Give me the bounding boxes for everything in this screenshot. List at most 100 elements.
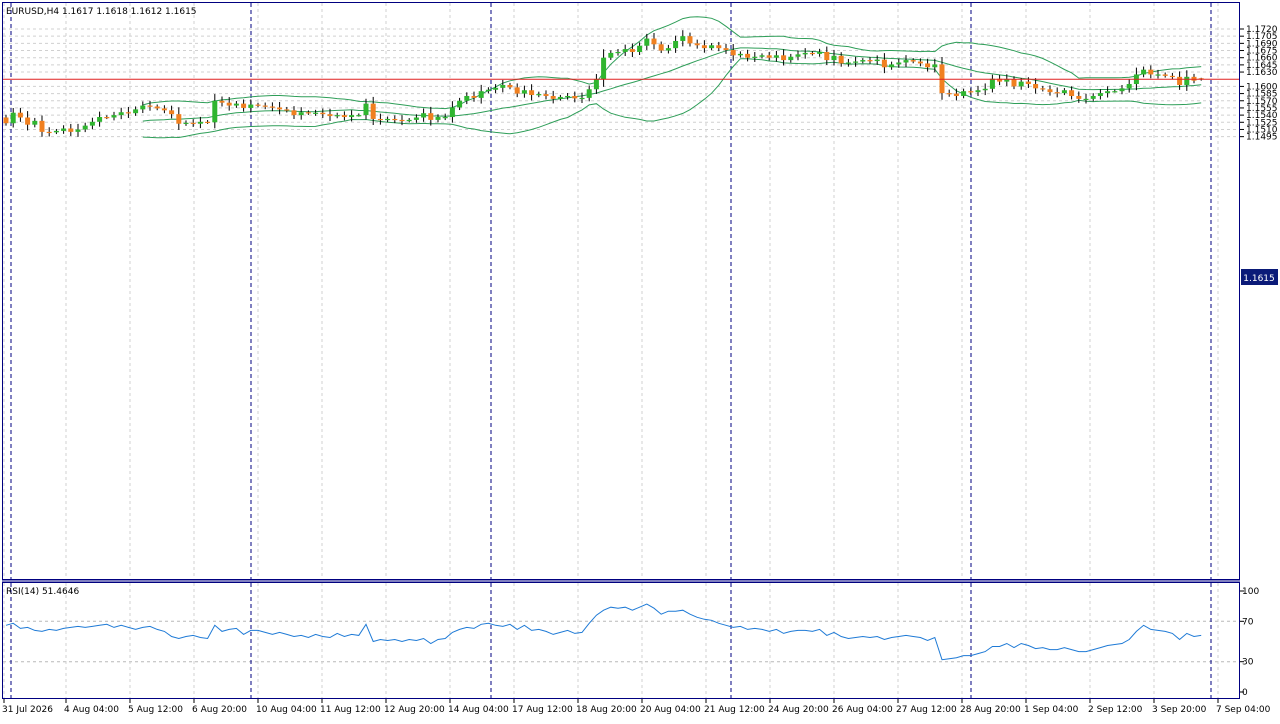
time-tick-label: 24 Aug 20:00	[768, 705, 829, 715]
bear-candle	[125, 112, 131, 114]
bear-candle	[1162, 74, 1168, 76]
price-tick-label: 1.1510	[1246, 125, 1278, 135]
bull-candle	[579, 97, 585, 100]
bear-candle	[471, 95, 477, 98]
bear-candle	[507, 84, 513, 88]
bear-candle	[716, 45, 722, 49]
bull-candle	[896, 62, 902, 65]
time-tick-label: 17 Aug 12:00	[512, 705, 573, 715]
rsi-tick-label: 100	[1242, 587, 1259, 597]
bull-candle	[61, 128, 67, 131]
time-tick-label: 4 Aug 04:00	[64, 705, 119, 715]
bull-candle	[752, 56, 758, 58]
bull-candle	[521, 90, 527, 94]
price-tick-label: 1.1690	[1246, 39, 1278, 49]
bull-candle	[140, 105, 146, 110]
bull-candle	[82, 125, 88, 130]
price-tick-label: 1.1525	[1246, 118, 1278, 128]
bear-candle	[651, 38, 657, 45]
bear-candle	[269, 106, 275, 108]
bull-candle	[853, 61, 859, 63]
bear-candle	[809, 52, 815, 55]
bull-candle	[75, 129, 81, 132]
time-tick-label: 20 Aug 04:00	[640, 705, 701, 715]
bear-candle	[781, 55, 787, 61]
bear-candle	[320, 112, 326, 115]
time-tick-label: 1 Sep 04:00	[1024, 705, 1079, 715]
bear-candle	[3, 117, 9, 124]
price-tick-label: 1.1630	[1246, 68, 1278, 78]
bull-candle	[615, 51, 621, 54]
bear-candle	[838, 55, 844, 64]
bear-candle	[1047, 89, 1053, 93]
bear-candle	[399, 119, 405, 122]
bull-candle	[565, 95, 571, 98]
bull-candle	[464, 95, 470, 101]
bear-candle	[946, 93, 952, 95]
time-tick-label: 10 Aug 04:00	[256, 705, 317, 715]
bull-candle	[385, 118, 391, 121]
bull-candle	[457, 100, 463, 108]
bull-candle	[1083, 98, 1089, 101]
bull-candle	[961, 91, 967, 96]
time-tick-label: 6 Aug 20:00	[192, 705, 247, 715]
bull-candle	[435, 117, 441, 120]
price-axis: 1.17201.17051.16901.16751.16601.16451.16…	[1240, 25, 1278, 143]
bull-candle	[874, 59, 880, 62]
bull-candle	[1090, 95, 1096, 99]
bull-candle	[449, 107, 455, 118]
price-tick-label: 1.1720	[1246, 25, 1278, 35]
day-separators	[10, 3, 1212, 698]
rsi-panel-frame	[2, 582, 1240, 699]
rsi-tick-label: 70	[1242, 617, 1254, 627]
bollinger-upper-band	[142, 16, 1202, 110]
bear-candle	[392, 118, 398, 121]
bull-candle	[709, 45, 715, 49]
bear-candle	[1069, 90, 1075, 96]
bear-candle	[687, 36, 693, 44]
time-axis: 31 Jul 2026 4 Aug 04:00 5 Aug 12:00 6 Aug 2…	[2, 699, 1271, 715]
bull-candle	[118, 112, 124, 116]
bear-candle	[169, 110, 175, 115]
bear-candle	[377, 118, 383, 121]
time-tick-label: 27 Aug 12:00	[896, 705, 957, 715]
bull-candle	[737, 53, 743, 56]
bear-candle	[766, 55, 772, 58]
bear-candle	[543, 94, 549, 96]
bull-candle	[298, 112, 304, 116]
current-price-label: 1.1615	[1243, 274, 1275, 284]
bear-candle	[1076, 95, 1082, 99]
bear-candle	[147, 105, 153, 107]
bull-candle	[759, 55, 765, 57]
bear-candle	[917, 61, 923, 64]
bull-candle	[593, 79, 599, 90]
bear-candle	[997, 78, 1003, 82]
bear-candle	[255, 104, 261, 106]
bear-candle	[327, 114, 333, 117]
time-tick-label: 14 Aug 04:00	[448, 705, 509, 715]
bear-candle	[284, 109, 290, 111]
bear-candle	[205, 121, 211, 124]
bull-candle	[334, 115, 340, 117]
bear-candle	[305, 112, 311, 114]
bear-candle	[1148, 69, 1154, 75]
bull-candle	[356, 115, 362, 117]
bear-candle	[68, 128, 74, 132]
bear-candle	[39, 120, 45, 132]
bear-candle	[701, 45, 707, 49]
time-tick-label: 7 Sep 04:00	[1216, 705, 1271, 715]
bull-candle	[1004, 79, 1010, 82]
bull-candle	[601, 57, 607, 80]
rsi-label: RSI(14) 51.4646	[6, 587, 79, 597]
bull-candle	[845, 62, 851, 64]
time-tick-label: 26 Aug 04:00	[832, 705, 893, 715]
bull-candle	[421, 113, 427, 118]
bear-candle	[910, 60, 916, 62]
bear-candle	[867, 60, 873, 62]
bear-candle	[25, 117, 31, 125]
bull-candle	[248, 104, 254, 108]
bull-candle	[773, 55, 779, 58]
bull-candle	[673, 40, 679, 49]
